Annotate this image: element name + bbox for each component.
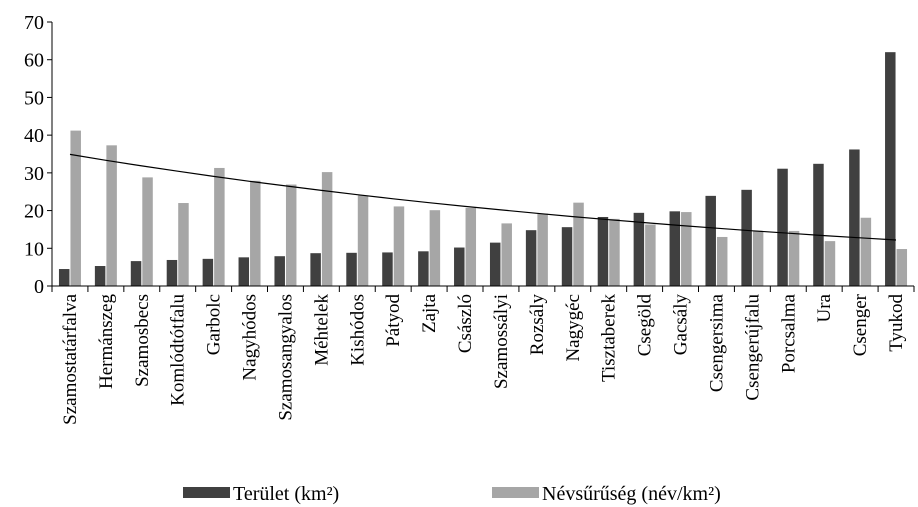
legend-swatch (183, 487, 230, 498)
axes (47, 21, 915, 292)
x-category-label: Pátyod (383, 294, 404, 347)
x-category-label: Tisztaberek (599, 294, 620, 382)
bar-nevsuruseg (465, 207, 477, 286)
bar-nevsuruseg (214, 167, 225, 286)
bar-terulet (885, 52, 896, 286)
x-category-label: Csengersima (706, 293, 727, 392)
bar-nevsuruseg (250, 180, 261, 286)
bar-nevsuruseg (824, 241, 836, 286)
bar-nevsuruseg (896, 249, 908, 286)
bar-terulet (238, 257, 250, 286)
bar-nevsuruseg (357, 195, 369, 286)
bar-nevsuruseg (429, 210, 441, 286)
y-tick-label: 40 (24, 125, 44, 147)
x-category-label: Szamosangyalos (275, 294, 296, 421)
bar-nevsuruseg (106, 145, 117, 286)
x-category-label: Ura (814, 293, 835, 322)
x-category-label: Zajta (419, 293, 440, 333)
x-category-label: Császló (455, 294, 476, 353)
bar-terulet (130, 261, 142, 286)
bar-nevsuruseg (609, 218, 620, 286)
bar-terulet (561, 227, 573, 286)
x-category-label: Méhtelek (311, 294, 332, 366)
bar-terulet (166, 259, 178, 286)
legend-item: Terület (km²) (183, 483, 339, 505)
x-category-label: Porcsalma (778, 293, 799, 373)
x-category-label: Szamosbecs (132, 294, 153, 387)
bar-terulet (849, 149, 860, 286)
bar-nevsuruseg (645, 224, 656, 286)
bars (58, 52, 908, 286)
bar-terulet (633, 212, 645, 286)
bar-nevsuruseg (752, 231, 764, 286)
bar-terulet (669, 211, 681, 286)
x-category-label: Kishódos (347, 294, 368, 366)
bar-nevsuruseg (681, 212, 692, 286)
y-tick-label: 10 (24, 238, 44, 260)
y-tick-label: 30 (24, 163, 44, 185)
x-category-label: Csengerújfalu (742, 294, 763, 401)
y-tick-label: 0 (34, 276, 44, 298)
legend-item: Névsűrűség (név/km²) (492, 483, 721, 505)
trendline (69, 153, 897, 241)
bar-nevsuruseg (788, 230, 800, 286)
x-category-label: Nagygéc (563, 294, 584, 362)
bar-nevsuruseg (716, 236, 728, 286)
legend-label: Terület (km²) (233, 483, 339, 505)
y-tick-label: 20 (24, 201, 44, 223)
bar-terulet (346, 252, 357, 286)
bar-nevsuruseg (142, 177, 153, 286)
x-category-label: Komlódtótfalu (168, 294, 189, 406)
y-tick-label: 50 (24, 87, 44, 109)
bar-nevsuruseg (573, 202, 584, 286)
y-axis-tick-labels: 0 10 20 30 40 50 60 70 (24, 12, 44, 298)
x-category-label: Nagyhódos (240, 294, 261, 381)
bar-nevsuruseg (501, 223, 512, 286)
x-category-label: Szamossályi (491, 294, 512, 389)
bar-terulet (310, 253, 321, 286)
bar-terulet (202, 258, 214, 286)
y-tick-label: 70 (24, 12, 44, 34)
category-labels: Szamostatárfalva Hermánszeg Szamosbecs Koml… (60, 293, 907, 425)
bar-nevsuruseg (178, 203, 189, 286)
legend-label: Névsűrűség (név/km²) (542, 483, 721, 505)
x-category-label: Gacsály (671, 294, 692, 356)
legend: Terület (km²) Névsűrűség (név/km²) (183, 483, 721, 505)
bar-terulet (525, 230, 537, 286)
bar-terulet (418, 251, 429, 286)
bar-nevsuruseg (860, 217, 872, 286)
x-category-label: Csenger (850, 293, 871, 356)
bar-nevsuruseg (537, 213, 548, 286)
bar-terulet (489, 242, 501, 286)
bar-nevsuruseg (70, 130, 81, 286)
x-category-label: Rozsály (527, 294, 548, 356)
bar-terulet (777, 168, 788, 286)
bar-terulet (58, 269, 70, 286)
bar-nevsuruseg (285, 184, 297, 286)
legend-swatch (492, 487, 539, 498)
y-tick-label: 60 (24, 50, 44, 72)
x-category-label: Csegöld (635, 294, 656, 357)
bar-terulet (597, 216, 609, 286)
x-category-label: Tyukod (886, 294, 907, 352)
x-category-label: Garbolc (204, 294, 225, 355)
bar-terulet (274, 256, 285, 286)
bar-terulet (94, 266, 106, 286)
bar-nevsuruseg (321, 172, 333, 286)
x-category-label: Hermánszeg (96, 294, 117, 389)
bar-terulet (813, 163, 824, 286)
bar-terulet (741, 189, 752, 286)
bar-terulet (382, 252, 393, 286)
bar-nevsuruseg (393, 206, 405, 286)
x-category-label: Szamostatárfalva (60, 293, 81, 424)
bar-terulet (454, 247, 465, 286)
bar-terulet (705, 195, 716, 286)
